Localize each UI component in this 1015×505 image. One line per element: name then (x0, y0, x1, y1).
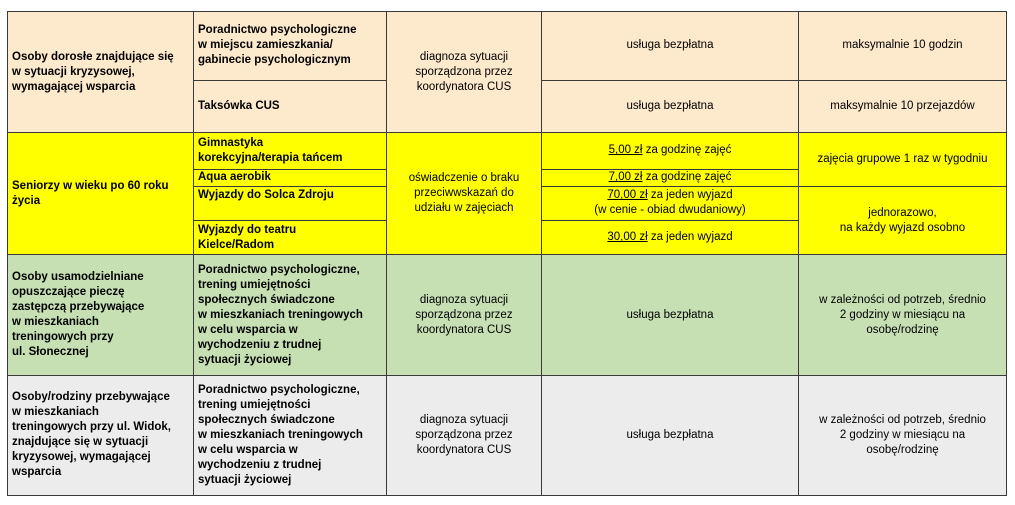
limit-cell: zajęcia grupowe 1 raz w tygodniu (798, 132, 1007, 187)
service-cell: Taksówka CUS (193, 79, 387, 134)
cost-cell: usługa bezpłatna (541, 374, 799, 497)
service-cell: Poradnictwo psychologiczne, trening umie… (193, 254, 387, 376)
price-value: 70,00 zł (607, 189, 648, 202)
target-group-cell: Seniorzy w wieku po 60 roku życia (7, 132, 194, 256)
limit-cell: jednorazowo, na każdy wyjazd osobno (798, 185, 1007, 256)
service-cell: Poradnictwo psychologiczne, trening umie… (193, 374, 387, 497)
price-value: 30,00 zł (607, 231, 648, 244)
limit-cell: w zależności od potrzeb, średnio 2 godzi… (798, 374, 1007, 497)
limit-cell: w zależności od potrzeb, średnio 2 godzi… (798, 254, 1007, 376)
service-cell: Wyjazdy do Solca Zdroju (193, 185, 387, 222)
condition-cell: diagnoza sytuacji sporządzona przez koor… (386, 374, 542, 497)
table-row: Osoby/rodziny przebywające w mieszkaniac… (7, 374, 1007, 497)
target-group-cell: Osoby usamodzielniane opuszczające piecz… (7, 254, 194, 376)
cost-cell: usługa bezpłatna (541, 11, 799, 81)
cost-cell: usługa bezpłatna (541, 254, 799, 376)
condition-cell: diagnoza sytuacji sporządzona przez koor… (386, 10, 542, 134)
table-row: Seniorzy w wieku po 60 roku życia Gimnas… (7, 132, 1007, 256)
limit-cell: maksymalnie 10 przejazdów (798, 79, 1007, 134)
service-cell: Wyjazdy do teatru Kielce/Radom (193, 220, 387, 256)
cost-cell: usługa bezpłatna (541, 79, 799, 134)
price-unit: za godzinę zajęć (642, 144, 732, 157)
price-cell: 7,00 zł za godzinę zajęć (541, 168, 799, 187)
price-note: (w cenie - obiad dwudaniowy) (594, 204, 746, 217)
condition-cell: diagnoza sytuacji sporządzona przez koor… (386, 254, 542, 376)
price-unit: za jeden wyjazd (647, 231, 733, 244)
price-cell: 70,00 zł za jeden wyjazd (w cenie - obiad… (541, 185, 799, 222)
table-row: Wyjazdy do teatru Kielce/Radom 30,00 zł … (8, 220, 1007, 256)
target-group-cell: Osoby/rodziny przebywające w mieszkaniac… (7, 374, 194, 497)
price-unit: za godzinę zajęć (642, 171, 732, 184)
table-row: Osoby dorosłe znajdujące się w sytuacji … (7, 10, 1007, 134)
price-value: 5,00 zł (608, 144, 643, 157)
table-row: Aqua aerobik 7,00 zł za godzinę zajęć (8, 168, 1007, 187)
price-value: 7,00 zł (608, 171, 643, 184)
table-row: Wyjazdy do Solca Zdroju 70,00 zł za jede… (8, 185, 1007, 256)
service-cell: Poradnictwo psychologiczne w miejscu zam… (193, 11, 387, 81)
price-cell: 5,00 zł za godzinę zajęć (541, 132, 799, 170)
services-table: Osoby dorosłe znajdujące się w sytuacji … (7, 10, 1007, 497)
price-cell: 30,00 zł za jeden wyjazd (541, 220, 799, 256)
service-cell: Gimnastyka korekcyjna/terapia tańcem (193, 132, 387, 170)
service-cell: Aqua aerobik (193, 168, 387, 187)
condition-cell: oświadczenie o braku przeciwwskazań do u… (386, 132, 542, 256)
price-unit: za jeden wyjazd (647, 189, 733, 202)
table-row: Taksówka CUS usługa bezpłatna maksymalni… (8, 79, 1007, 134)
table-row: Osoby usamodzielniane opuszczające piecz… (7, 254, 1007, 376)
limit-cell: maksymalnie 10 godzin (798, 11, 1007, 81)
target-group-cell: Osoby dorosłe znajdujące się w sytuacji … (7, 10, 194, 134)
